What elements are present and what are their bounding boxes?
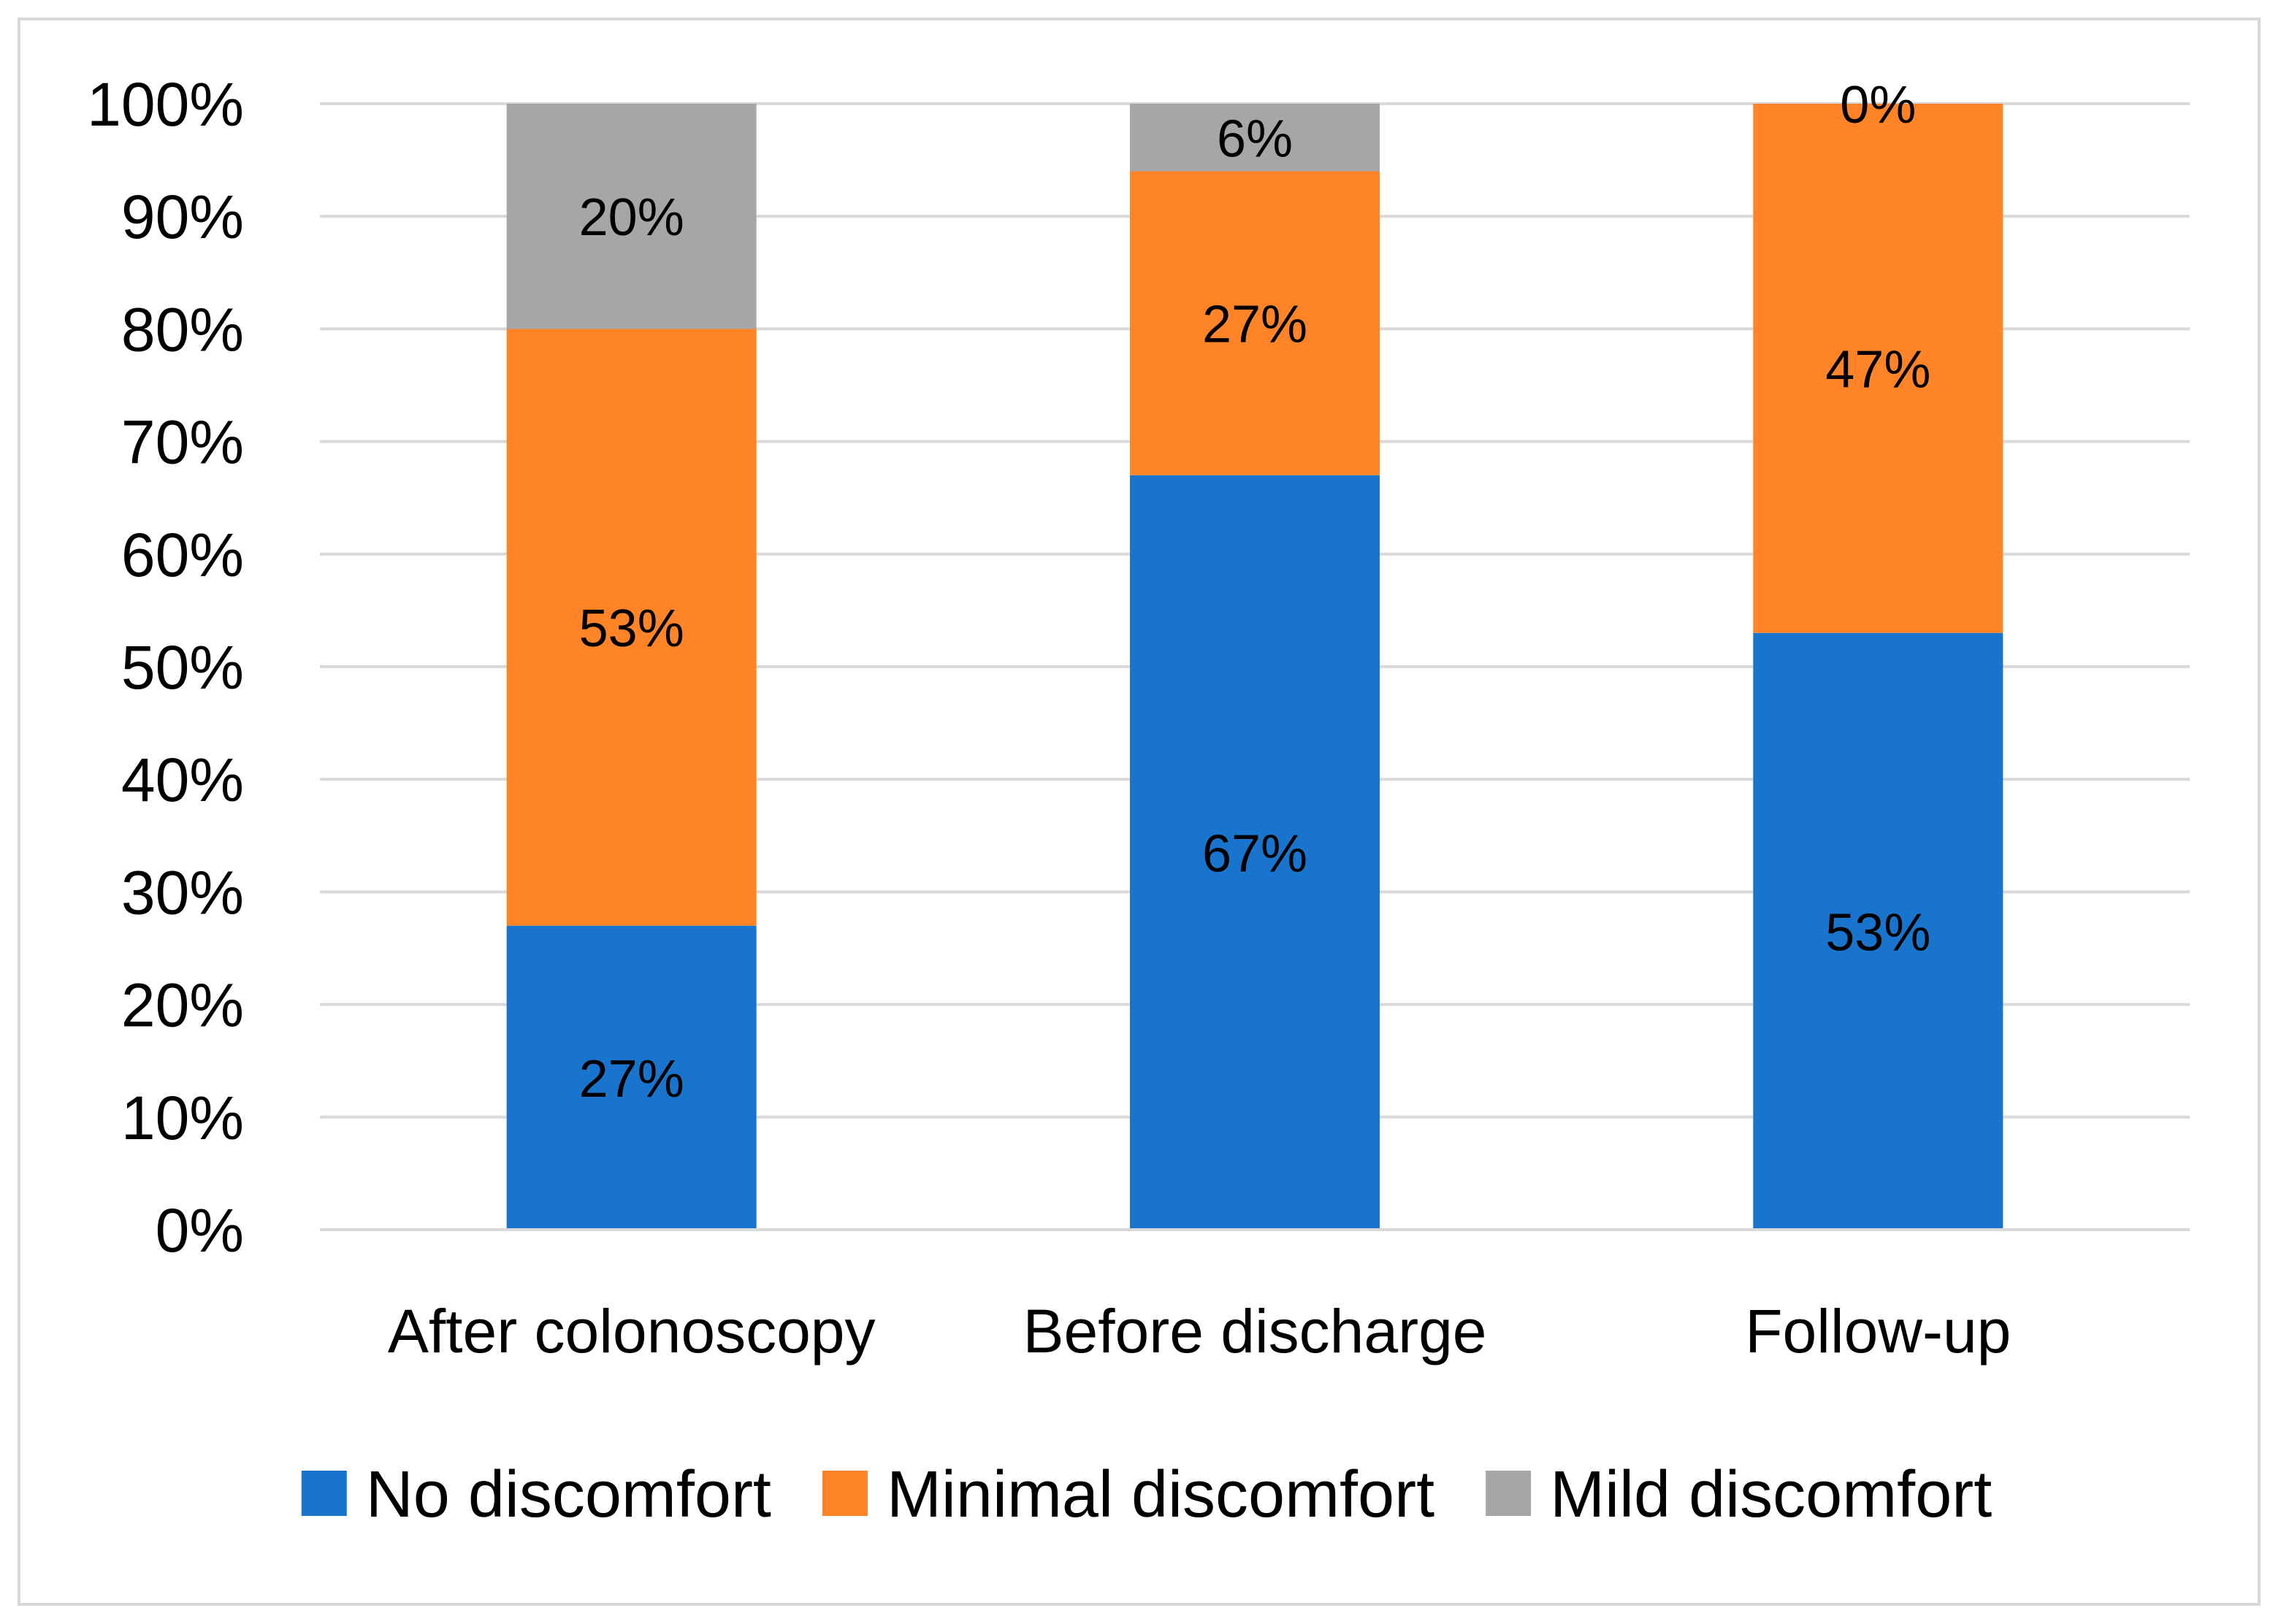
bar-segment: [1753, 632, 2003, 1230]
data-label: 67%: [1202, 824, 1307, 883]
y-tick-label: 60%: [121, 521, 244, 589]
data-label: 0%: [1840, 76, 1916, 134]
y-tick-label: 10%: [121, 1084, 244, 1152]
x-category-label: Before discharge: [1023, 1297, 1486, 1366]
bar-segment: [506, 925, 757, 1230]
legend-label: No discomfort: [366, 1458, 771, 1531]
bars: [320, 104, 2190, 1231]
bar-segment: [506, 104, 757, 329]
legend-item: Mild discomfort: [1486, 1458, 1992, 1531]
y-tick-label: 90%: [121, 183, 244, 251]
data-labels: 27% 53% 20% 67% 27% 6% 53% 47% 0%: [579, 76, 1931, 1108]
y-tick-label: 30%: [121, 858, 244, 927]
y-tick-label: 50%: [121, 633, 244, 702]
legend-swatch: [1486, 1471, 1532, 1516]
data-label: 6%: [1217, 110, 1293, 168]
y-axis-tick-labels: 0% 10% 20% 30% 40% 50% 60% 70% 80% 90% 100%: [87, 70, 244, 1265]
legend-swatch: [822, 1471, 868, 1516]
data-label: 20%: [579, 188, 684, 247]
legend-swatch: [301, 1471, 347, 1516]
x-axis-category-labels: After colonoscopy Before discharge Follow-…: [388, 1297, 2011, 1366]
bar-segment: [1753, 104, 2003, 633]
data-label: 27%: [1202, 296, 1307, 354]
bar-segment: [1130, 475, 1380, 1230]
data-label: 47%: [1825, 340, 1930, 399]
data-label: 53%: [579, 600, 684, 658]
data-label: 53%: [1825, 903, 1930, 962]
legend-item: Minimal discomfort: [822, 1458, 1434, 1531]
legend: No discomfort Minimal discomfort Mild disc…: [301, 1458, 1992, 1531]
y-tick-label: 0%: [156, 1196, 244, 1265]
bar-segment: [1130, 171, 1380, 475]
y-tick-label: 40%: [121, 746, 244, 814]
y-tick-label: 80%: [121, 295, 244, 364]
y-tick-label: 70%: [121, 408, 244, 477]
bar-segment: [506, 329, 757, 926]
legend-item: No discomfort: [301, 1458, 771, 1531]
y-tick-label: 100%: [87, 70, 244, 139]
x-category-label: After colonoscopy: [388, 1297, 876, 1366]
y-tick-label: 20%: [121, 971, 244, 1040]
x-category-label: Follow-up: [1745, 1297, 2011, 1366]
data-label: 27%: [579, 1050, 684, 1108]
legend-label: Mild discomfort: [1550, 1458, 1992, 1531]
bar-segment: [1130, 104, 1380, 172]
legend-label: Minimal discomfort: [887, 1458, 1434, 1531]
